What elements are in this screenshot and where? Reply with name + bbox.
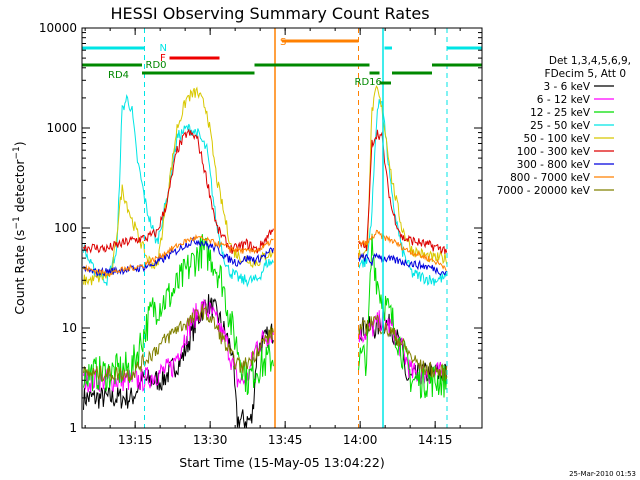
legend-entry-label: 50 - 100 keV	[523, 133, 590, 145]
y-axis-label-mid: detector	[12, 159, 27, 217]
y-axis: 1 10 100 1000 10000	[39, 21, 482, 435]
plot-area: NF S RD0 RD4 RD16	[81, 27, 483, 429]
y-tick-label: 10	[62, 321, 77, 335]
series-line	[83, 86, 274, 286]
flag-label: N	[160, 43, 167, 54]
series-line	[358, 229, 447, 271]
y-tick-label: 1	[69, 421, 77, 435]
x-axis-label: Start Time (15-May-05 13:04:22)	[179, 455, 384, 470]
x-axis: 13:15 13:30 13:45 14:00 14:15	[84, 28, 461, 447]
y-axis-label-end: )	[12, 141, 27, 146]
legend-header-line-1: Det 1,3,4,5,6,9,	[549, 55, 631, 67]
legend-entry-label: 25 - 50 keV	[530, 120, 591, 132]
series-line	[83, 303, 274, 382]
series-line	[358, 129, 448, 254]
flag-layer: NF S RD0 RD4 RD16	[82, 28, 482, 428]
flag-label: RD0	[146, 60, 167, 71]
flag-label: F	[160, 53, 166, 64]
series-line	[83, 128, 274, 254]
flag-label: RD16	[355, 77, 382, 88]
series-line	[358, 252, 447, 276]
y-axis-label: Count Rate (s−1 detector−1)	[12, 141, 27, 314]
y-axis-label-exp1: −1	[12, 216, 22, 229]
series-line	[83, 294, 274, 429]
series-line	[83, 236, 274, 278]
x-tick-label: 13:15	[118, 433, 153, 447]
x-tick-label: 14:15	[418, 433, 453, 447]
y-axis-label-exp2: −1	[12, 146, 22, 159]
x-tick-label: 14:00	[343, 433, 378, 447]
series-line	[358, 314, 448, 382]
legend-entry-label: 6 - 12 keV	[537, 94, 591, 106]
chart-title: HESSI Observing Summary Count Rates	[110, 4, 429, 23]
y-tick-label: 100	[54, 221, 77, 235]
legend-entry-label: 7000 - 20000 keV	[497, 185, 591, 197]
legend-entry-label: 12 - 25 keV	[530, 107, 591, 119]
y-axis-label-main: Count Rate (s	[12, 230, 27, 315]
flag-label: S	[280, 37, 286, 48]
series-line	[83, 234, 274, 396]
legend-header-line-2: FDecim 5, Att 0	[545, 68, 626, 80]
series-line	[83, 94, 274, 288]
series-line	[358, 99, 448, 286]
legend-entry-label: 800 - 7000 keV	[510, 172, 591, 184]
legend-entry-label: 300 - 800 keV	[517, 159, 591, 171]
legend-entry-label: 100 - 300 keV	[517, 146, 591, 158]
y-tick-label: 1000	[46, 121, 77, 135]
y-tick-label: 10000	[39, 21, 77, 35]
legend: Det 1,3,4,5,6,9, FDecim 5, Att 0 3 - 6 k…	[497, 55, 631, 197]
flag-label: RD4	[108, 70, 129, 81]
x-tick-label: 13:30	[193, 433, 228, 447]
series-line	[83, 234, 274, 277]
series-layer	[83, 85, 448, 429]
generation-timestamp: 25-Mar-2010 01:53	[569, 470, 636, 478]
x-tick-label: 13:45	[268, 433, 303, 447]
legend-entry-label: 3 - 6 keV	[543, 81, 590, 93]
series-line	[358, 233, 448, 400]
